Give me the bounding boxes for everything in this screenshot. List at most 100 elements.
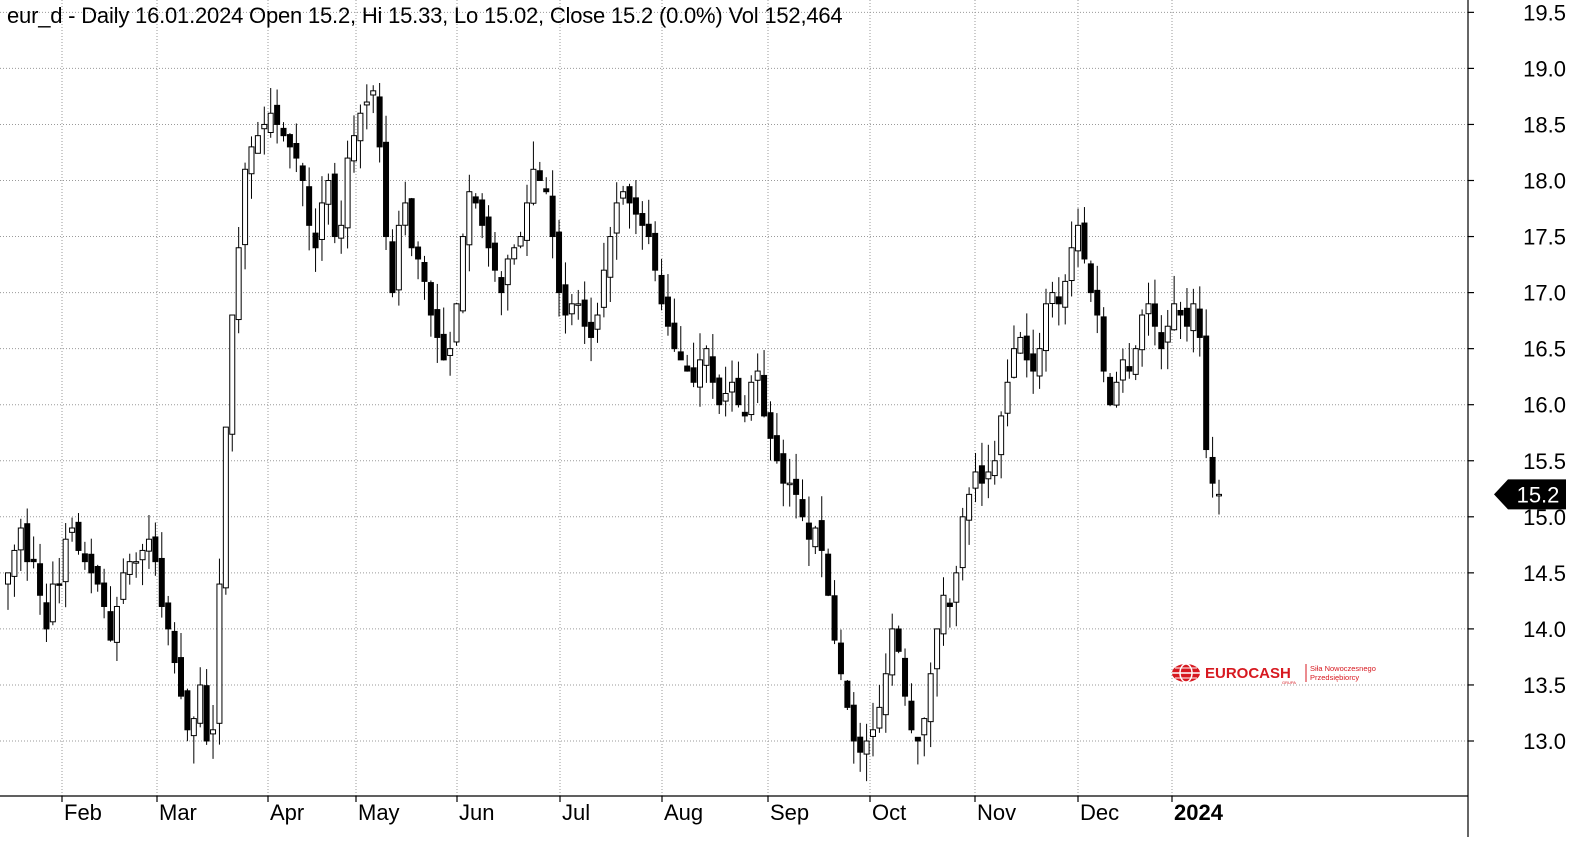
candle-body [485, 216, 492, 249]
candle-body [1145, 303, 1152, 315]
candle-body [1010, 348, 1017, 378]
x-tick-label: 2024 [1174, 800, 1224, 825]
x-tick-label: Jul [562, 800, 590, 825]
candle-body [934, 628, 941, 670]
y-tick-label: 17.0 [1523, 281, 1566, 306]
candle-body [511, 247, 518, 260]
candle-body [133, 561, 140, 564]
candle-body [338, 224, 345, 239]
candle-body [299, 165, 306, 182]
candle-body [56, 583, 63, 586]
candle-body [17, 527, 24, 551]
candle-body [184, 690, 191, 731]
candle-body [1017, 336, 1024, 354]
candle-body [1190, 303, 1197, 332]
candle-body [1177, 309, 1184, 316]
candle-body [1183, 307, 1190, 327]
candle-body [120, 572, 127, 600]
candle-body [1055, 296, 1062, 305]
candle-body [658, 274, 665, 305]
candle-body [927, 673, 934, 723]
candle-body [1100, 316, 1107, 372]
candle-body [600, 269, 607, 308]
candle-body [306, 186, 313, 226]
x-tick-label: Nov [977, 800, 1016, 825]
candle-body [632, 197, 639, 215]
candle-body [107, 611, 114, 641]
candle-body [62, 538, 69, 583]
candle-body [81, 553, 88, 563]
y-tick-label: 16.0 [1523, 393, 1566, 418]
y-tick-label: 13.0 [1523, 729, 1566, 754]
candle-body [49, 583, 56, 623]
candle-body [434, 309, 441, 338]
candle-body [831, 595, 838, 641]
candle-body [972, 471, 979, 489]
candle-body [331, 173, 338, 238]
candle-body [735, 377, 742, 406]
candle-body [946, 602, 953, 607]
candle-body [1132, 348, 1139, 375]
candle-body [229, 314, 236, 435]
candle-body [530, 168, 537, 204]
candle-body [145, 538, 152, 552]
candle-body [594, 314, 601, 330]
candle-body [568, 303, 575, 315]
candle-body [261, 123, 268, 130]
candle-body [902, 657, 909, 697]
candle-body [165, 602, 172, 630]
candle-body [985, 471, 992, 480]
candle-body [652, 232, 659, 271]
candle-body [1171, 303, 1178, 331]
candle-body [793, 478, 800, 495]
candle-body [5, 572, 11, 585]
candle-body [722, 392, 729, 402]
candle-body [1126, 366, 1133, 372]
candle-body [101, 582, 108, 607]
candle-body [978, 465, 985, 484]
candle-body [607, 236, 614, 278]
y-tick-label: 15.5 [1523, 449, 1566, 474]
y-tick-label: 18.5 [1523, 112, 1566, 137]
y-tick-label: 16.5 [1523, 337, 1566, 362]
candle-body [1196, 308, 1203, 338]
chart-title: eur_d - Daily 16.01.2024 Open 15.2, Hi 1… [7, 3, 843, 28]
candle-body [363, 101, 370, 106]
last-price-label: 15.2 [1517, 482, 1560, 507]
candle-body [126, 561, 133, 575]
candle-body [30, 558, 37, 563]
candle-body [293, 142, 300, 159]
candle-body [389, 241, 396, 294]
candle-body [1004, 381, 1011, 414]
candle-body [562, 284, 569, 316]
candle-body [645, 223, 652, 238]
candle-body [216, 583, 223, 724]
candle-body [1075, 224, 1082, 252]
candle-body [113, 605, 120, 643]
candle-body [882, 673, 889, 716]
globe-icon [1172, 663, 1200, 683]
candle-body [671, 322, 678, 350]
y-tick-label: 19.5 [1523, 0, 1566, 25]
candle-body [837, 642, 844, 675]
x-tick-label: Mar [159, 800, 197, 825]
candle-body [75, 521, 82, 551]
candle-body [536, 170, 543, 182]
candle-body [620, 191, 627, 199]
candle-body [799, 499, 806, 518]
candle-body [1030, 353, 1037, 372]
candle-body [812, 527, 819, 548]
candle-body [43, 602, 50, 630]
candle-body [402, 202, 409, 226]
candle-body [805, 522, 812, 540]
candle-body [780, 453, 787, 484]
candle-body [459, 236, 466, 312]
candle-body [959, 516, 966, 569]
candle-body [1023, 335, 1030, 361]
x-tick-label: Oct [872, 800, 906, 825]
candle-body [549, 195, 556, 238]
candle-body [876, 706, 883, 729]
candle-body [741, 411, 748, 417]
